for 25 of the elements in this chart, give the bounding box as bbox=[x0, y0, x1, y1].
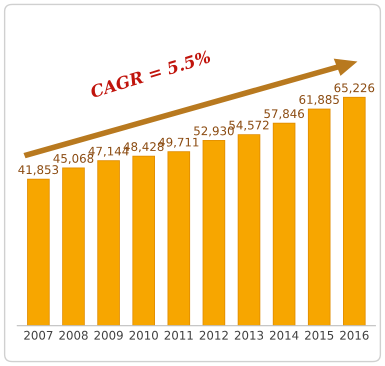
x-tick-label: 2007 bbox=[24, 330, 52, 340]
bar bbox=[202, 140, 226, 326]
data-label: 61,885 bbox=[299, 95, 339, 106]
x-tick-label: 2011 bbox=[164, 330, 193, 340]
x-tick-label: 2008 bbox=[59, 330, 88, 340]
bar bbox=[97, 160, 120, 326]
x-tick-label: 2009 bbox=[94, 330, 123, 340]
bar bbox=[343, 96, 366, 326]
bar bbox=[167, 151, 190, 326]
annotation: CAGR = 5.5% bbox=[90, 50, 212, 98]
bar bbox=[62, 168, 85, 326]
x-tick-label: 2010 bbox=[130, 330, 158, 340]
x-tick-label: 2013 bbox=[234, 330, 264, 340]
bar bbox=[308, 108, 331, 326]
data-label: 65,226 bbox=[334, 83, 374, 94]
data-label: 41,853 bbox=[18, 165, 58, 176]
x-tick-label: 2016 bbox=[340, 330, 369, 340]
bar bbox=[272, 122, 296, 326]
bar bbox=[27, 178, 50, 326]
bar bbox=[132, 156, 155, 326]
x-tick-label: 2015 bbox=[305, 330, 334, 340]
data-label: 57,846 bbox=[264, 109, 304, 120]
x-tick-label: 2012 bbox=[200, 330, 228, 340]
bar bbox=[238, 134, 260, 326]
x-tick-label: 2014 bbox=[270, 330, 298, 340]
